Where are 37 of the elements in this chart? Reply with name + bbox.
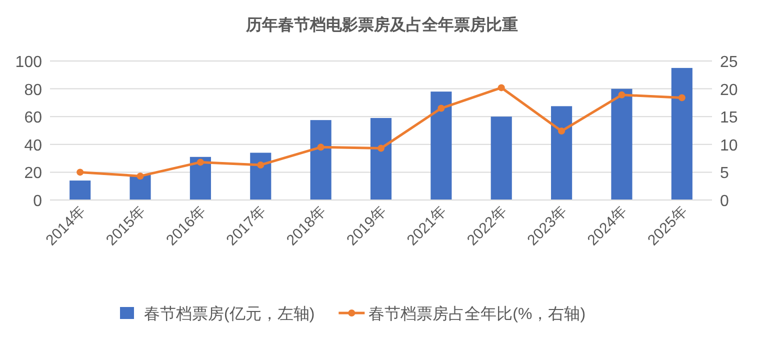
bar: [310, 120, 332, 200]
point: [678, 94, 686, 102]
bar: [671, 68, 692, 200]
bar: [70, 180, 91, 200]
bar: [551, 106, 572, 200]
point: [317, 144, 324, 151]
y-tick-label: 20: [24, 165, 42, 182]
legend-label: 春节档票房占全年比(%，右轴): [368, 305, 586, 323]
bar: [611, 88, 632, 200]
point: [618, 91, 626, 98]
y2-tick-label: 25: [720, 54, 738, 71]
y2-tick-label: 15: [720, 110, 738, 127]
bar: [250, 152, 272, 200]
point: [76, 168, 84, 176]
y-tick-label: 100: [15, 54, 42, 71]
point: [136, 172, 144, 180]
bar: [430, 92, 452, 200]
legend-label: 春节档票房(亿元，左轴): [144, 305, 315, 323]
point: [498, 84, 505, 92]
y2-tick-label: 10: [720, 137, 738, 154]
point: [196, 158, 204, 166]
y-tick-label: 80: [24, 82, 42, 99]
point: [558, 128, 566, 135]
point: [257, 161, 264, 168]
point: [438, 104, 445, 112]
y-tick-label: 40: [24, 137, 42, 154]
point: [378, 144, 384, 152]
y2-tick-label: 20: [720, 82, 738, 99]
bar: [370, 118, 392, 200]
y2-tick-label: 5: [720, 165, 729, 182]
chart-title: 历年春节档电影票房及占全年票房比重: [245, 15, 518, 34]
bar: [190, 156, 211, 200]
y-tick-label: 0: [33, 193, 42, 210]
bar: [130, 174, 151, 200]
bar: [490, 116, 512, 200]
y-tick-label: 60: [24, 110, 42, 127]
y2-tick-label: 0: [720, 193, 729, 210]
